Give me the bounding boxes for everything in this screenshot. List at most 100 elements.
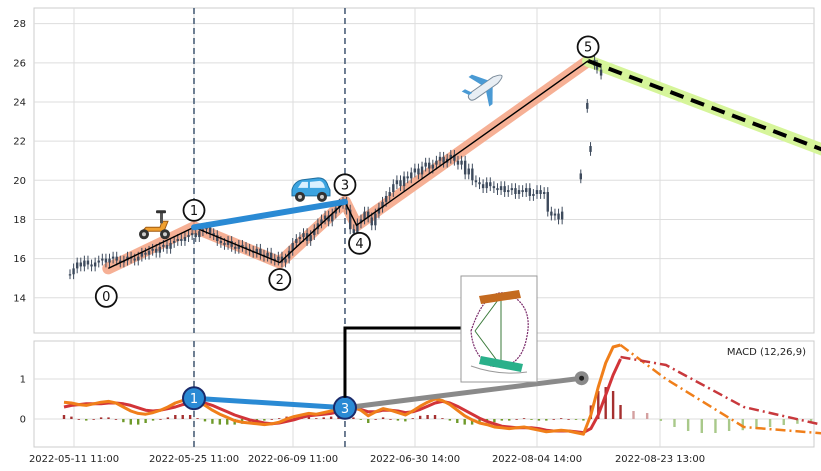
- candle-body: [392, 184, 395, 193]
- candle-body: [428, 162, 431, 169]
- macd-hist-bar: [122, 419, 125, 423]
- x-tick-label: 2022-05-11 11:00: [29, 454, 119, 465]
- macd-hist-bar: [574, 419, 578, 420]
- candle-body: [507, 190, 510, 193]
- candle-body: [453, 154, 456, 161]
- candle-body: [172, 240, 176, 243]
- macd-hist-bar: [107, 417, 110, 419]
- candle-body: [517, 190, 521, 194]
- macd-grey-connector: [342, 375, 585, 411]
- candle-body: [384, 195, 388, 202]
- candle-body: [542, 192, 546, 194]
- macd-blue-connector: [191, 395, 348, 411]
- macd-hist-bar: [396, 419, 400, 421]
- macd-hist-bar: [433, 415, 437, 419]
- macd-hist-bar: [129, 419, 132, 425]
- macd-hist-bar: [515, 419, 518, 420]
- price-y-tick-label: 18: [13, 215, 26, 226]
- macd-hist-bar: [277, 418, 281, 419]
- macd-hist-bar: [522, 418, 526, 419]
- macd-hist-bar: [426, 415, 429, 419]
- candle-body: [187, 235, 190, 238]
- candle-body: [140, 252, 144, 257]
- wave-label-circle: [576, 35, 600, 59]
- macd-hist-bar: [315, 418, 318, 419]
- wave-label-circle: [94, 284, 118, 308]
- macd-hist-bar: [77, 419, 81, 420]
- candle-body: [546, 192, 549, 212]
- price-y-tick-label: 24: [13, 97, 26, 108]
- wave-label-4: 4: [355, 237, 363, 252]
- candle-body: [377, 207, 381, 214]
- candle-body: [216, 235, 219, 241]
- wave-label-1: 1: [190, 204, 198, 219]
- candle-body: [119, 260, 122, 263]
- car-icon: [291, 177, 331, 202]
- macd-hist-bar: [70, 416, 73, 419]
- price-icons: [139, 74, 503, 240]
- x-tick-label: 2022-06-30 14:00: [370, 454, 460, 465]
- candle-body: [410, 172, 413, 179]
- candle-body: [323, 215, 327, 220]
- price-y-tick-label: 14: [13, 293, 26, 304]
- wave-labels: 0 1 2 3 4 5: [94, 35, 600, 308]
- candle-body: [525, 188, 528, 193]
- candle-body: [144, 252, 147, 255]
- wave-label-3: 3: [341, 178, 349, 193]
- candle-body: [298, 237, 302, 240]
- macd-hist-bar: [99, 417, 103, 419]
- candle-body: [420, 166, 424, 175]
- macd-hist-bar: [619, 405, 622, 419]
- macd-hist-projection-bar: [686, 419, 690, 431]
- candle-body: [449, 154, 452, 159]
- candle-body: [190, 233, 194, 236]
- candle-body: [255, 248, 258, 253]
- macd-hist-bar: [367, 419, 370, 423]
- macd-hist-bar: [470, 419, 474, 425]
- candle-body: [269, 252, 273, 259]
- macd-hist-bar: [441, 418, 444, 419]
- candle-body: [230, 240, 233, 247]
- candle-body: [266, 252, 269, 257]
- candle-body: [463, 160, 467, 175]
- candle-body: [309, 235, 312, 241]
- price-vertical-markers: [193, 8, 346, 333]
- candle-body: [395, 180, 399, 185]
- candle-body: [165, 244, 169, 249]
- macd-hist-bar: [226, 419, 229, 425]
- candle-body: [485, 182, 488, 189]
- candle-body: [155, 248, 158, 253]
- macd-hist-bar: [404, 419, 407, 422]
- rollercoaster-icon: [460, 275, 538, 383]
- candle-body: [557, 213, 560, 220]
- candle-body: [158, 246, 162, 253]
- macd-hist-bar: [418, 415, 422, 419]
- macd-hist-bar: [567, 419, 570, 420]
- candle-body: [320, 219, 323, 224]
- macd-hist-bar: [582, 419, 585, 421]
- macd-hist-bar: [181, 415, 184, 419]
- macd-hist-bar: [411, 418, 414, 419]
- x-tick-label: 2022-05-25 11:00: [149, 454, 239, 465]
- candle-body: [284, 258, 287, 263]
- candle-body: [75, 262, 79, 269]
- candle-body: [212, 233, 215, 236]
- candle-body: [478, 182, 481, 185]
- candle-body: [413, 168, 417, 173]
- macd-hist-bar: [537, 419, 541, 421]
- macd-hist-bar: [188, 415, 192, 419]
- wave-lines: [107, 58, 821, 270]
- candle-body: [108, 258, 111, 263]
- macd-hist-bar: [211, 419, 214, 424]
- candle-body: [474, 180, 478, 183]
- macd-hist-bar: [389, 419, 392, 420]
- candle-body: [521, 190, 524, 193]
- macd-hist-bar: [381, 417, 385, 419]
- candle-body: [137, 256, 140, 261]
- candle-body: [406, 176, 409, 179]
- candle-body: [442, 156, 445, 163]
- candle-body: [302, 233, 305, 238]
- candle-body: [539, 190, 542, 194]
- candle-body: [589, 146, 592, 152]
